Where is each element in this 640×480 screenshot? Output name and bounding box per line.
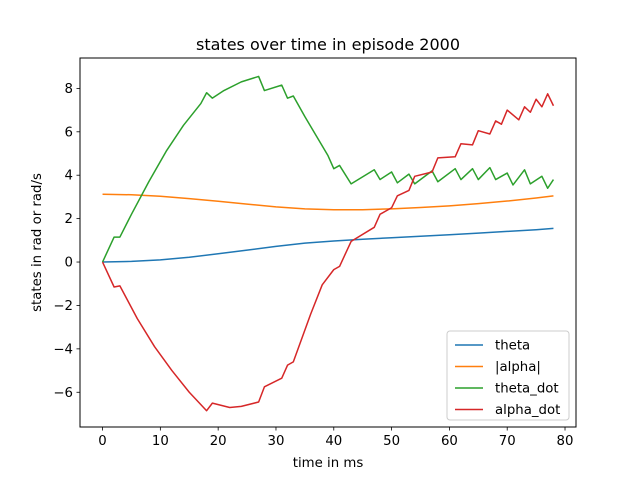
series-line-0 <box>102 227 554 263</box>
y-tick-label: −6 <box>53 386 73 401</box>
series-line-1 <box>102 193 554 211</box>
y-tick-label: 0 <box>65 256 73 271</box>
plot-frame <box>79 57 577 428</box>
x-axis-label: time in ms <box>293 456 364 471</box>
x-tick-label: 70 <box>499 434 516 449</box>
x-tick-label: 60 <box>441 434 458 449</box>
series-line-2 <box>101 75 555 263</box>
x-tick-label: 10 <box>152 434 169 449</box>
series-line-3 <box>101 93 555 412</box>
y-tick-label: −4 <box>53 342 73 357</box>
x-tick-label: 0 <box>98 434 106 449</box>
y-tick-label: 2 <box>65 212 73 227</box>
x-tick-label: 50 <box>383 434 400 449</box>
x-tick-label: 20 <box>210 434 227 449</box>
legend-box <box>446 330 570 421</box>
y-tick-label: 8 <box>65 82 73 97</box>
series-layer <box>101 75 555 412</box>
legend-label-2: theta_dot <box>495 382 559 397</box>
chart-title: states over time in episode 2000 <box>196 35 460 54</box>
y-tick-label: 4 <box>65 169 73 184</box>
y-tick-label: 6 <box>65 125 73 140</box>
x-tick-label: 30 <box>268 434 285 449</box>
legend-label-1: |alpha| <box>495 360 541 375</box>
legend: theta |alpha| theta_dot alpha_dot <box>446 330 570 421</box>
y-tick-label: −2 <box>53 299 73 314</box>
legend-label-0: theta <box>495 339 530 354</box>
y-axis-label: states in rad or rad/s <box>30 173 45 312</box>
legend-label-3: alpha_dot <box>495 403 560 418</box>
y-axis: −6 −4 −2 0 2 4 6 8 <box>53 82 80 401</box>
x-tick-label: 80 <box>557 434 574 449</box>
x-tick-label: 40 <box>325 434 342 449</box>
x-axis: 0 10 20 30 40 50 60 70 80 <box>98 427 573 449</box>
